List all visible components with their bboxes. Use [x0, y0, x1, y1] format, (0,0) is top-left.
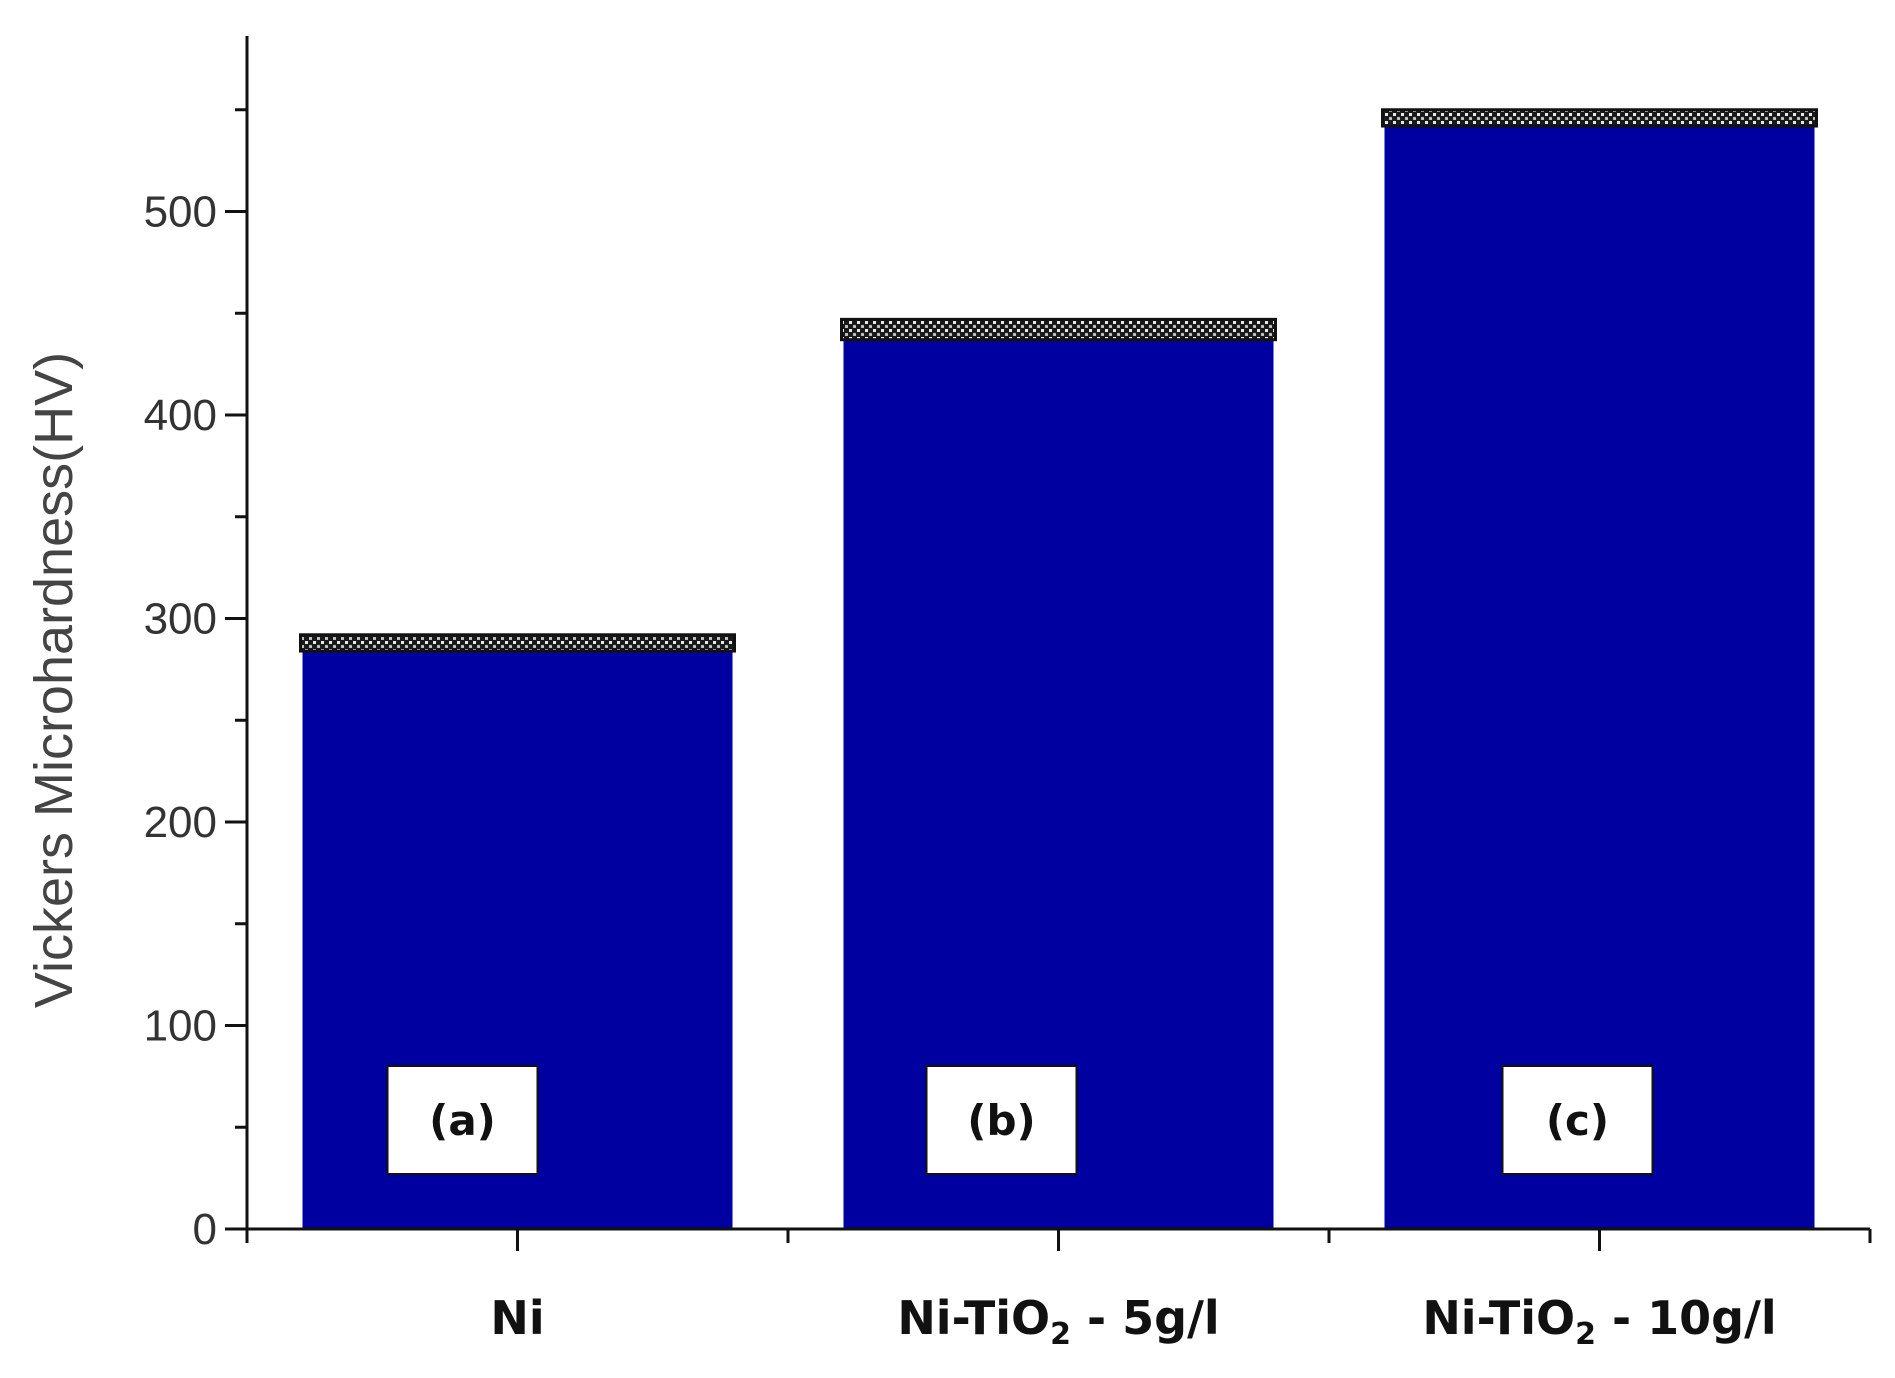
bar-label-box-2 [925, 1065, 1078, 1175]
x-tick-label-3: Ni-TiO2 - 10g/l [1422, 1291, 1776, 1352]
bar-label-2: (b) [967, 1096, 1035, 1145]
y-axis: 0 100 200 300 400 500 [144, 36, 249, 1254]
y-axis-title: Vickers Microhardness(HV) [24, 352, 84, 1008]
bar-label-box-3 [1501, 1065, 1654, 1175]
y-tick-label-300: 300 [144, 595, 217, 644]
y-tick-label-200: 200 [144, 798, 217, 847]
plot-area: (a) (b) (c) [299, 108, 1818, 1229]
y-tick-label-100: 100 [144, 1002, 217, 1051]
bar-3 [1384, 117, 1815, 1229]
bar-label-1: (a) [429, 1096, 496, 1145]
y-tick-label-400: 400 [144, 391, 217, 440]
x-tick-label-1: Ni [490, 1291, 544, 1345]
error-band-1 [299, 633, 736, 653]
bar-label-box-1 [386, 1065, 539, 1175]
x-axis: Ni Ni-TiO2 - 5g/l Ni-TiO2 - 10g/l [245, 1227, 1872, 1352]
error-band-2 [840, 317, 1277, 342]
y-tick-label-500: 500 [144, 188, 217, 237]
error-band-3 [1381, 108, 1818, 128]
x-tick-label-2: Ni-TiO2 - 5g/l [897, 1291, 1219, 1352]
y-tick-label-0: 0 [193, 1205, 217, 1254]
bar-label-3: (c) [1546, 1096, 1609, 1145]
